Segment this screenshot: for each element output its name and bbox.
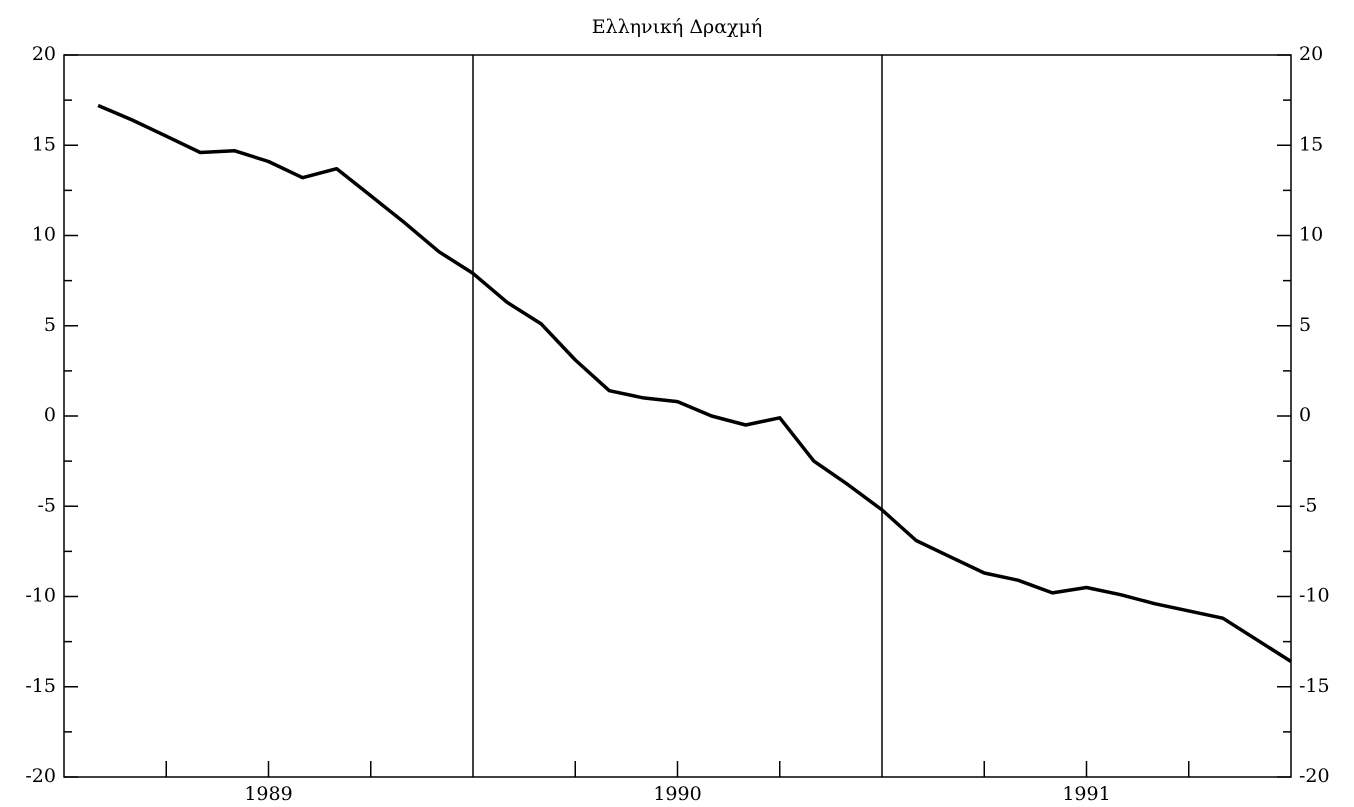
y2-tick-label: 5 — [1299, 314, 1311, 336]
y-tick-label: 20 — [32, 43, 56, 65]
x-tick-label: 1991 — [1062, 783, 1110, 805]
y2-tick-label: 10 — [1299, 224, 1323, 246]
y2-tick-label: 0 — [1299, 404, 1311, 426]
y2-tick-label: -15 — [1299, 675, 1330, 697]
x-tick-label: 1990 — [653, 783, 701, 805]
chart-title: Ελληνική Δραχμή — [592, 16, 763, 38]
y-tick-label: -5 — [37, 494, 56, 516]
y2-tick-label: 20 — [1299, 43, 1323, 65]
y-tick-label: 15 — [32, 133, 56, 155]
y-tick-label: -10 — [25, 585, 56, 607]
y-tick-label: 0 — [44, 404, 56, 426]
y-tick-label: -20 — [25, 765, 56, 787]
y2-tick-label: 15 — [1299, 133, 1323, 155]
x-tick-label: 1989 — [244, 783, 292, 805]
y-tick-label: 10 — [32, 224, 56, 246]
y2-tick-label: -20 — [1299, 765, 1330, 787]
plot-frame — [63, 54, 1292, 778]
y2-tick-label: -5 — [1299, 494, 1318, 516]
data-line — [97, 103, 1292, 663]
y2-tick-label: -10 — [1299, 585, 1330, 607]
y-tick-label: 5 — [44, 314, 56, 336]
y-tick-label: -15 — [25, 675, 56, 697]
